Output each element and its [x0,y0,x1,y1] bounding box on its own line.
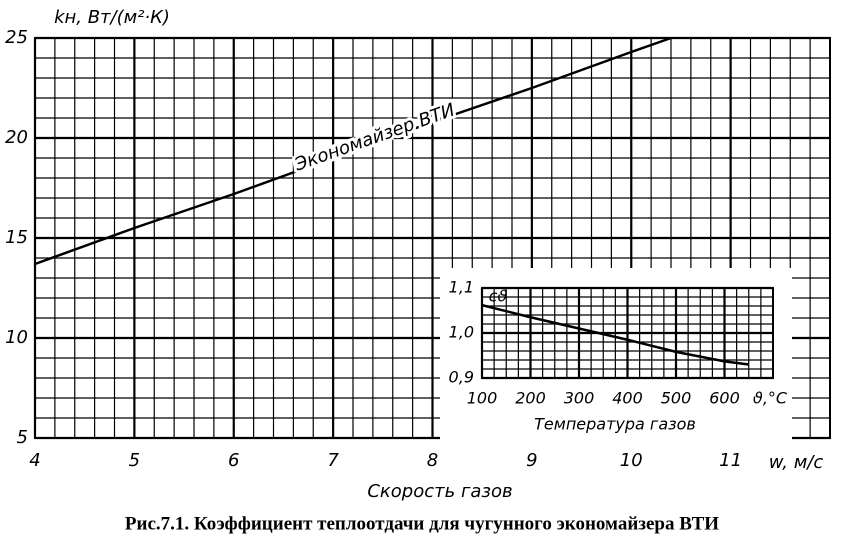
x-tick-label: 6 [228,450,239,471]
y-tick-label: 10 [5,327,28,348]
x-tick-label: 300 [564,389,595,408]
y-tick-label: 5 [17,427,28,448]
x-tick-label: 10 [620,450,643,471]
plot-frame [34,37,831,439]
x-axis-title: Температура газов [534,415,696,434]
y-tick-label: 0,9 [449,368,474,387]
y-axis-label: kн, Вт/(м²·К) [54,7,170,28]
y-tick-label: 20 [5,127,28,148]
x-axis-label: ϑ,°С [753,389,788,408]
x-axis-title: Скорость газов [367,481,512,502]
series-label: cϑ [489,287,508,306]
x-tick-label: 8 [427,450,438,471]
caption: Рис.7.1. Коэффициент теплоотдачи для чуг… [125,513,719,534]
x-tick-label: 400 [612,389,643,408]
x-tick-label: 500 [661,389,692,408]
y-tick-label: 1,0 [449,323,474,342]
plot-frame [481,287,774,379]
y-tick-label: 15 [5,227,28,248]
y-tick-label: 1,1 [449,278,474,297]
series-line [34,36,672,266]
x-tick-label: 4 [29,450,40,471]
x-tick-label: 5 [129,450,140,471]
x-tick-label: 100 [467,389,498,408]
x-tick-label: 200 [515,389,546,408]
y-tick-label: 25 [5,27,28,48]
x-tick-label: 9 [526,450,537,471]
x-axis-label: w, м/с [769,452,824,473]
x-tick-label: 600 [709,389,740,408]
series-line [481,303,749,366]
x-tick-label: 11 [719,450,742,471]
x-tick-label: 7 [327,450,339,471]
